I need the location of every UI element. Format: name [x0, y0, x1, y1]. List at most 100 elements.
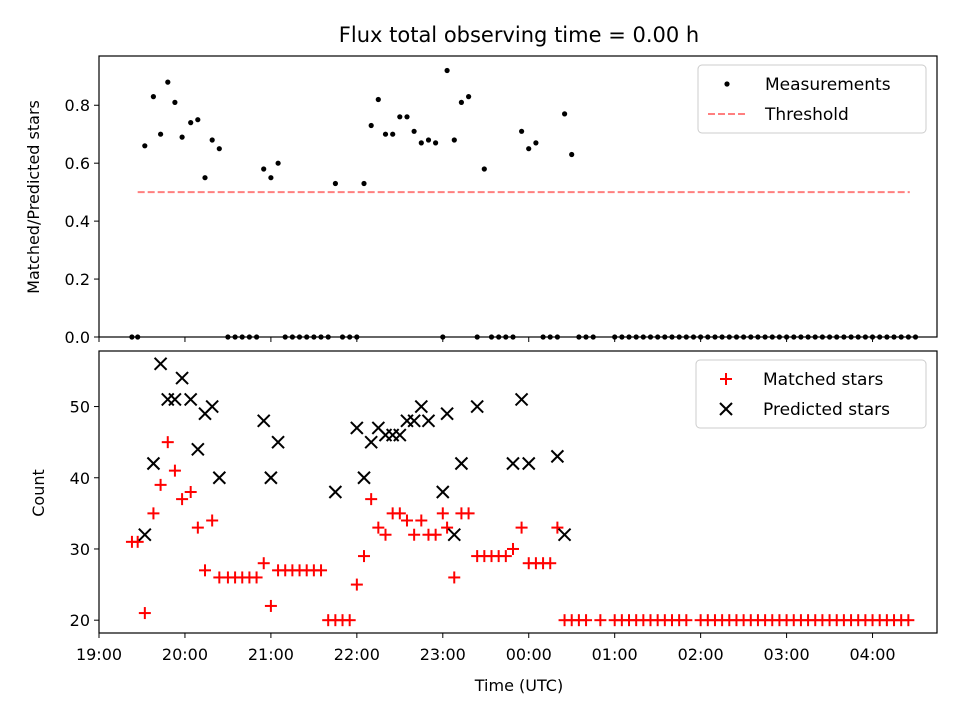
top-chart-title: Flux total observing time = 0.00 h: [339, 23, 699, 47]
top-legend-frame: [697, 64, 927, 134]
predicted-star-point: [414, 399, 429, 414]
matched-star-point: [358, 550, 371, 563]
matched-star-point: [184, 486, 197, 498]
matched-star-point: [379, 528, 392, 541]
measurement-point: [165, 79, 171, 85]
measurement-point: [172, 99, 178, 105]
measurement-point: [188, 120, 194, 126]
legend-predicted-label: Predicted stars: [763, 400, 890, 420]
bottom-legend: Matched stars Predicted stars: [695, 359, 927, 429]
predicted-star-point: [440, 406, 454, 421]
bottom-y-tick-label: 50: [70, 398, 90, 417]
bottom-y-tick-label: 30: [70, 540, 90, 559]
legend-measurements-marker: [724, 81, 730, 87]
predicted-star-point: [421, 414, 436, 428]
bottom-y-tick-label: 40: [70, 469, 90, 488]
bottom-x-tick-label: 21:00: [248, 645, 294, 664]
bottom-axes-frame: [98, 350, 938, 634]
top-y-tick-label: 0.6: [65, 154, 90, 173]
matched-star-point: [161, 436, 174, 449]
predicted-star-point: [506, 456, 520, 471]
measurement-point: [150, 94, 156, 100]
predicted-star-point: [328, 485, 343, 499]
matched-star-point: [400, 514, 413, 527]
matched-star-point: [506, 542, 519, 555]
legend-matched-label: Matched stars: [763, 370, 883, 390]
legend-threshold-label: Threshold: [764, 105, 849, 125]
bottom-x-tick-label: 00:00: [506, 645, 552, 664]
predicted-star-point: [454, 456, 469, 471]
matched-star-point: [680, 614, 693, 627]
matched-star-point: [365, 493, 378, 506]
matched-star-point: [147, 507, 160, 520]
bottom-legend-frame: [695, 359, 927, 429]
matched-star-point: [415, 514, 428, 527]
predicted-star-point: [357, 471, 371, 485]
predicted-star-point: [257, 414, 271, 428]
matched-star-point: [408, 528, 421, 541]
top-y-axis: 0.0 0.2 0.4 0.6 0.8: [65, 96, 99, 347]
measurement-point: [519, 128, 525, 134]
matched-star-point: [206, 514, 219, 527]
measurement-point: [562, 111, 568, 117]
predicted-star-point: [175, 371, 189, 385]
predicted-star-point: [470, 399, 484, 414]
bottom-x-tick-label: 01:00: [592, 645, 638, 664]
predicted-star-point: [146, 456, 161, 471]
measurement-point: [411, 128, 417, 134]
top-y-tick-label: 0.8: [65, 96, 90, 115]
predicted-star-point: [557, 528, 572, 542]
matched-star-point: [191, 521, 204, 534]
matched-star-point: [264, 599, 277, 612]
measurement-point: [404, 114, 410, 120]
measurement-point: [418, 140, 424, 146]
bottom-plot-marks: [125, 357, 915, 627]
measurement-point: [526, 146, 532, 152]
matched-star-point: [462, 507, 475, 520]
predicted-star-point: [212, 471, 227, 485]
predicted-star-point: [447, 528, 461, 542]
matched-star-point: [393, 507, 406, 520]
matched-star-point: [250, 571, 263, 584]
matched-star-point: [199, 564, 212, 577]
matched-star-point: [551, 521, 564, 534]
legend-predicted-marker: [719, 402, 733, 416]
matched-star-point: [154, 478, 167, 491]
top-legend: Measurements Threshold: [697, 64, 927, 134]
bottom-y-axis: 20 30 40 50: [70, 398, 99, 630]
matched-star-point: [176, 493, 189, 506]
top-y-tick-label: 0.0: [65, 328, 90, 347]
predicted-star-point: [264, 471, 278, 485]
bottom-x-tick-label: 23:00: [420, 645, 466, 664]
predicted-star-point: [364, 435, 378, 449]
bottom-x-axis: 19:00 20:00 21:00 22:00 23:00 00:00 01:00 02:00…: [76, 633, 896, 664]
measurement-point: [361, 180, 367, 187]
predicted-star-point: [436, 485, 450, 499]
bottom-x-tick-label: 03:00: [764, 645, 810, 664]
predicted-star-point: [138, 528, 152, 542]
matched-star-point: [441, 521, 454, 534]
bottom-x-tick-label: 04:00: [849, 645, 895, 664]
measurement-point: [368, 122, 374, 129]
matched-star-point: [429, 528, 442, 541]
matched-star-point: [544, 557, 557, 570]
predicted-star-point: [205, 399, 219, 414]
measurement-point: [195, 117, 201, 123]
legend-matched-marker: [720, 373, 732, 385]
top-y-tick-label: 0.4: [65, 212, 90, 231]
measurement-point: [569, 151, 575, 158]
measurement-point: [533, 140, 539, 146]
matched-star-point: [515, 521, 528, 534]
matched-star-point: [436, 507, 449, 520]
bottom-x-tick-label: 20:00: [162, 645, 208, 664]
matched-star-point: [499, 550, 512, 563]
measurement-point: [332, 180, 338, 187]
predicted-star-point: [407, 414, 421, 428]
measurement-point: [202, 175, 208, 181]
measurement-point: [375, 96, 381, 103]
top-axes-frame: [98, 55, 938, 338]
bottom-x-tick-label: 19:00: [76, 645, 122, 664]
matched-star-point: [580, 614, 593, 627]
matched-star-point: [448, 571, 461, 584]
